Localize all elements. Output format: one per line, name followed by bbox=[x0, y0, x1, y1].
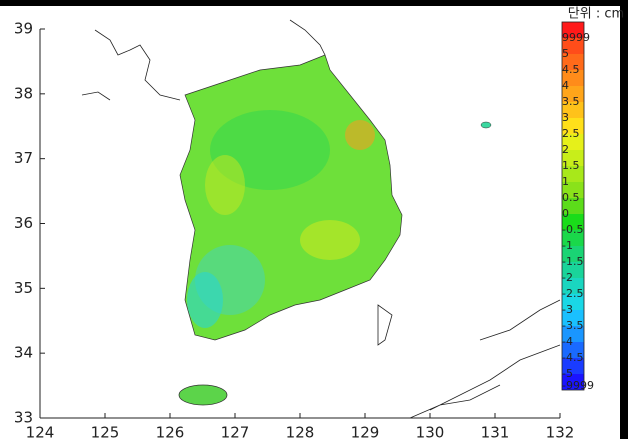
colorbar-label: 3.5 bbox=[562, 95, 580, 108]
colorbar-segment bbox=[562, 166, 584, 182]
right-frame bbox=[620, 0, 628, 439]
colorbar: 단위 : cm 9999 5 4.5 4 3.5 3 2.5 2 1.5 1 0.5 0 -0.5 -1 -… bbox=[561, 7, 624, 392]
colorbar-segment bbox=[562, 262, 584, 278]
y-tick-label: 33 bbox=[14, 409, 33, 427]
colorbar-segment bbox=[562, 38, 584, 54]
korea-map bbox=[178, 54, 492, 406]
x-tick-label: 129 bbox=[351, 424, 380, 439]
y-tick-label: 36 bbox=[14, 214, 33, 232]
coastlines bbox=[81, 19, 561, 419]
colorbar-label: -3.5 bbox=[562, 319, 583, 332]
colorbar-label: 9999 bbox=[562, 31, 590, 44]
china-coast bbox=[81, 91, 111, 101]
x-tick-label: 131 bbox=[481, 424, 510, 439]
colorbar-unit: 단위 : cm bbox=[568, 7, 624, 22]
colorbar-label: -1 bbox=[562, 239, 573, 252]
china-coast bbox=[94, 29, 181, 101]
colorbar-segment bbox=[562, 102, 584, 118]
colorbar-segment bbox=[562, 198, 584, 214]
colorbar-segment bbox=[562, 246, 584, 262]
colorbar-label: 2 bbox=[562, 143, 569, 156]
colorbar-segment bbox=[562, 134, 584, 150]
y-tick-label: 34 bbox=[14, 344, 33, 362]
colorbar-label: -3 bbox=[562, 303, 573, 316]
colorbar-label: 2.5 bbox=[562, 127, 580, 140]
colorbar-label: 4.5 bbox=[562, 63, 580, 76]
colorbar-segment bbox=[562, 150, 584, 166]
colorbar-label: 1 bbox=[562, 175, 569, 188]
colorbar-label: 0 bbox=[562, 207, 569, 220]
colorbar-segment bbox=[562, 278, 584, 294]
colorbar-segment bbox=[562, 310, 584, 326]
colorbar-segment bbox=[562, 374, 584, 390]
y-tick-label: 35 bbox=[14, 279, 33, 297]
x-tick-label: 124 bbox=[26, 424, 55, 439]
colorbar-label: -4 bbox=[562, 335, 573, 348]
colorbar-label: -0.5 bbox=[562, 223, 583, 236]
japan-coast bbox=[479, 299, 561, 341]
y-tick-label: 38 bbox=[14, 84, 33, 102]
colorbar-label: -4.5 bbox=[562, 351, 583, 364]
colorbar-label: -2 bbox=[562, 271, 573, 284]
colorbar-label: 5 bbox=[562, 47, 569, 60]
colorbar-segment bbox=[562, 54, 584, 70]
region-patch bbox=[187, 272, 223, 328]
colorbar-segment bbox=[562, 86, 584, 102]
y-tick-label: 37 bbox=[14, 149, 33, 167]
x-tick-label: 130 bbox=[416, 424, 445, 439]
north-coast bbox=[289, 19, 326, 56]
colorbar-label: -2.5 bbox=[562, 287, 583, 300]
region-patch bbox=[205, 155, 245, 215]
colorbar-segment bbox=[562, 358, 584, 374]
colorbar-label: 3 bbox=[562, 111, 569, 124]
colorbar-label: -9999 bbox=[562, 379, 594, 392]
x-tick-label: 126 bbox=[156, 424, 185, 439]
colorbar-segment bbox=[562, 22, 584, 38]
colorbar-frame bbox=[561, 21, 585, 391]
y-tick-label: 39 bbox=[14, 20, 33, 38]
colorbar-segment bbox=[562, 214, 584, 230]
x-tick-label: 127 bbox=[221, 424, 250, 439]
colorbar-label: 1.5 bbox=[562, 159, 580, 172]
tsushima bbox=[377, 304, 393, 346]
region-patch bbox=[300, 220, 360, 260]
colorbar-segment bbox=[562, 294, 584, 310]
colorbar-segment bbox=[562, 70, 584, 86]
x-tick-label: 132 bbox=[546, 424, 575, 439]
top-frame bbox=[0, 0, 628, 6]
colorbar-label: -5 bbox=[562, 367, 573, 380]
colorbar-label: 4 bbox=[562, 79, 569, 92]
colorbar-segment bbox=[562, 342, 584, 358]
x-tick-label: 125 bbox=[91, 424, 120, 439]
colorbar-segment bbox=[562, 230, 584, 246]
colorbar-label: -1.5 bbox=[562, 255, 583, 268]
jeju bbox=[178, 384, 228, 406]
x-tick-label: 128 bbox=[286, 424, 315, 439]
region-patch bbox=[345, 120, 375, 150]
colorbar-segment bbox=[562, 182, 584, 198]
colorbar-segment bbox=[562, 118, 584, 134]
axes: 124 125 126 127 128 129 130 131 1323334353637383… bbox=[14, 20, 574, 439]
colorbar-segment bbox=[562, 326, 584, 342]
ulleungdo bbox=[480, 121, 492, 129]
colorbar-label: 0.5 bbox=[562, 191, 580, 204]
japan-coast bbox=[409, 344, 561, 419]
